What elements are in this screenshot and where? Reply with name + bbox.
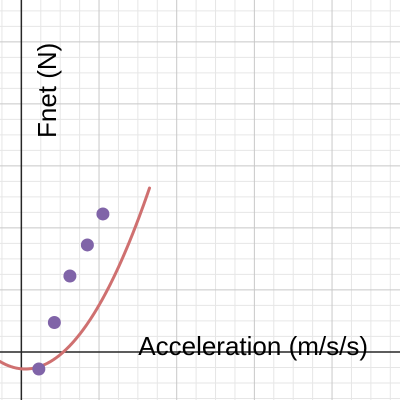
- data-point: [32, 362, 46, 376]
- data-point: [47, 315, 61, 329]
- point-layer: [32, 207, 110, 376]
- data-point: [80, 238, 94, 252]
- y-axis-label: Fnet (N): [32, 43, 62, 138]
- fitted-curve: [0, 186, 152, 371]
- data-point: [96, 207, 110, 221]
- curve-layer: [0, 186, 152, 371]
- x-axis-label: Acceleration (m/s/s): [138, 331, 368, 361]
- data-point: [63, 269, 77, 283]
